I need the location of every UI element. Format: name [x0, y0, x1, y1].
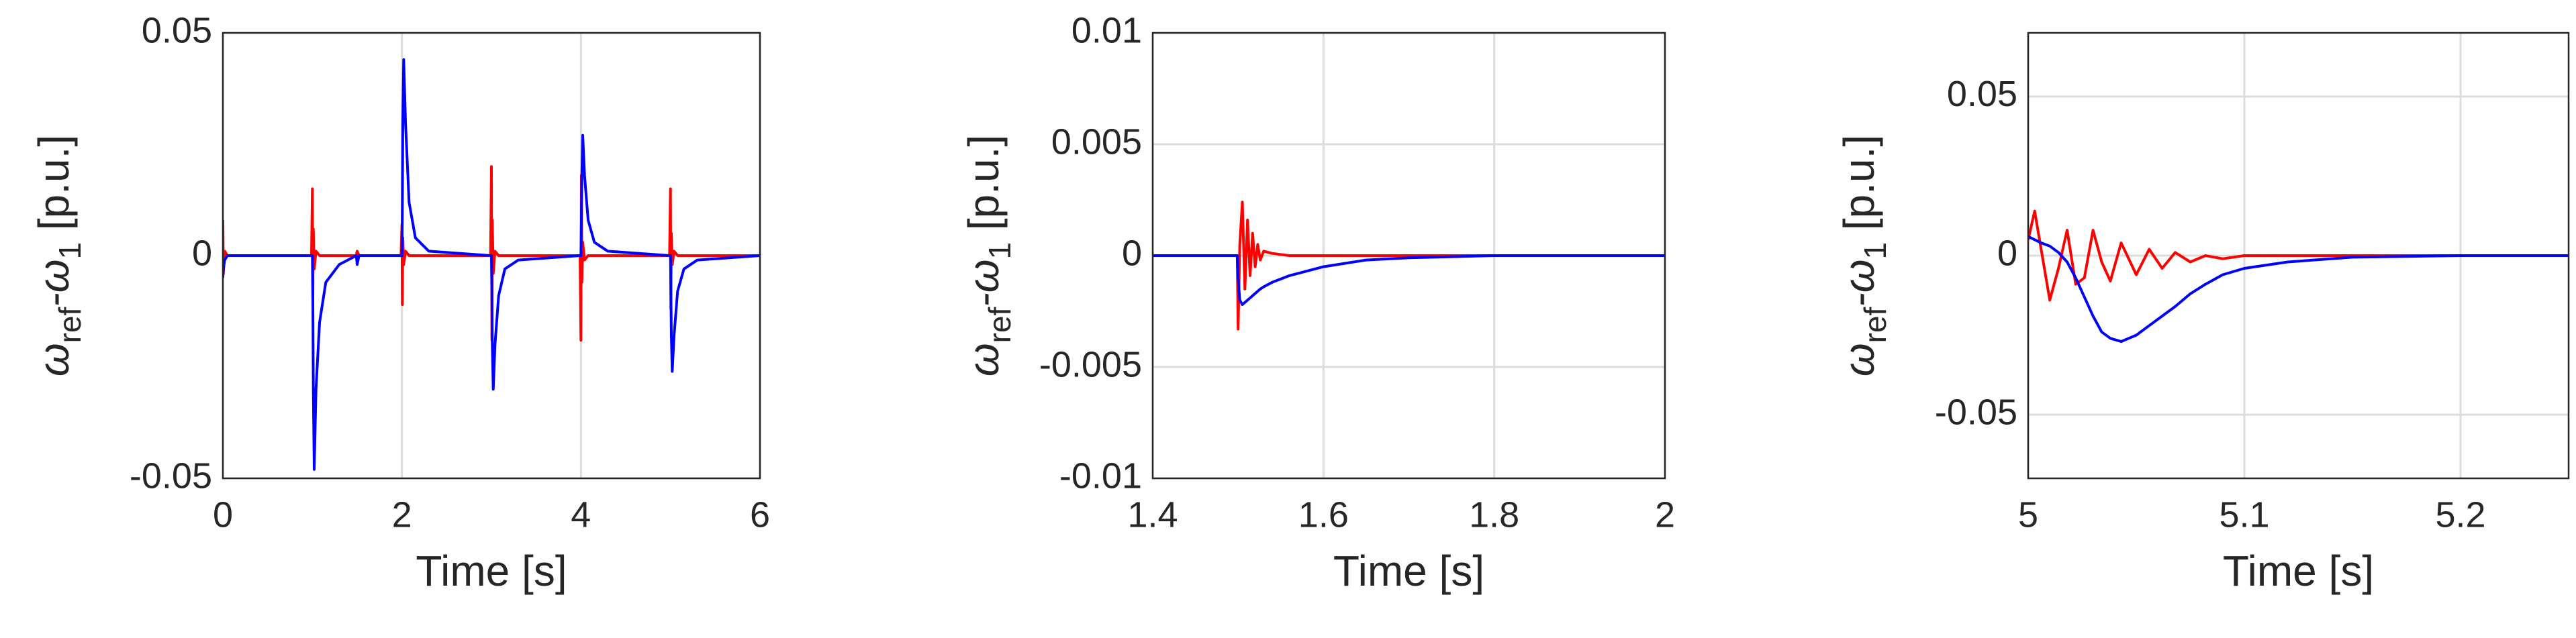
series-line — [1153, 254, 1665, 306]
series-line — [1153, 201, 1665, 331]
x-tick-label: 5.2 — [2435, 494, 2485, 535]
y-axis-label: ωref-ω1 [p.u.] — [1835, 135, 1893, 376]
y-axis-label-part: ω — [30, 343, 78, 376]
series-line — [2028, 209, 2569, 302]
chart: -0.05 0 0.05 5 5.1 5.2 Time [s] ωref-ω1 [p.u.] — [1835, 32, 2570, 595]
x-tick-label: 1.4 — [1127, 494, 1178, 535]
x-tick-label: 2 — [392, 494, 412, 535]
y-axis-label-part: [p.u.] — [959, 135, 1008, 242]
chart: -0.01 -0.005 0 0.005 0.01 1.4 1.6 1.8 2 Time [s] ω… — [959, 10, 1675, 595]
series-line — [223, 58, 760, 471]
y-axis-label-part: 1 — [982, 242, 1017, 260]
x-tick-label: 0 — [213, 494, 233, 535]
x-tick-label: 5.1 — [2219, 494, 2269, 535]
x-tick-label: 2 — [1655, 494, 1675, 535]
series-line — [223, 165, 760, 342]
y-axis-label-part: ω — [1835, 343, 1883, 376]
y-tick-label: -0.05 — [1935, 392, 2017, 432]
x-tick-label: 5 — [2018, 494, 2038, 535]
y-tick-label: -0.05 — [130, 456, 212, 496]
y-tick-label: -0.005 — [1039, 344, 1142, 384]
y-tick-label: -0.01 — [1059, 456, 1142, 496]
y-tick-label: 0 — [1122, 233, 1142, 273]
x-tick-label: 1.6 — [1298, 494, 1349, 535]
y-axis-label-part: -ω — [959, 260, 1008, 307]
plot-frame — [1151, 32, 1666, 480]
y-axis-label-part: 1 — [52, 242, 87, 260]
y-axis-label-part: [p.u.] — [30, 135, 78, 242]
y-axis-label: ωref-ω1 [p.u.] — [959, 135, 1017, 376]
y-axis-label-part: ref — [52, 307, 87, 343]
y-tick-label: 0 — [192, 233, 212, 273]
series-line — [2028, 235, 2569, 343]
x-axis-label: Time [s] — [416, 547, 567, 595]
x-tick-label: 1.8 — [1469, 494, 1519, 535]
x-axis-label: Time [s] — [2223, 547, 2374, 595]
y-axis-label-part: -ω — [30, 260, 78, 307]
y-tick-label: 0.05 — [142, 10, 212, 50]
y-axis-label: ωref-ω1 [p.u.] — [30, 135, 87, 376]
plot-frame — [2027, 32, 2570, 480]
y-tick-label: 0.01 — [1071, 10, 1142, 50]
y-axis-label-part: 1 — [1858, 242, 1893, 260]
x-axis-label: Time [s] — [1333, 547, 1484, 595]
y-axis-label-part: [p.u.] — [1835, 135, 1883, 242]
y-tick-label: 0.05 — [1947, 74, 2017, 114]
y-axis-label-part: -ω — [1835, 260, 1883, 307]
plot-frame — [222, 32, 761, 480]
x-tick-label: 6 — [750, 494, 770, 535]
y-axis-label-part: ω — [959, 343, 1008, 376]
y-tick-label: 0 — [1997, 233, 2017, 273]
y-axis-label-part: ref — [982, 307, 1017, 343]
y-tick-label: 0.005 — [1051, 121, 1142, 162]
x-tick-label: 4 — [571, 494, 591, 535]
y-axis-label-part: ref — [1858, 307, 1893, 343]
